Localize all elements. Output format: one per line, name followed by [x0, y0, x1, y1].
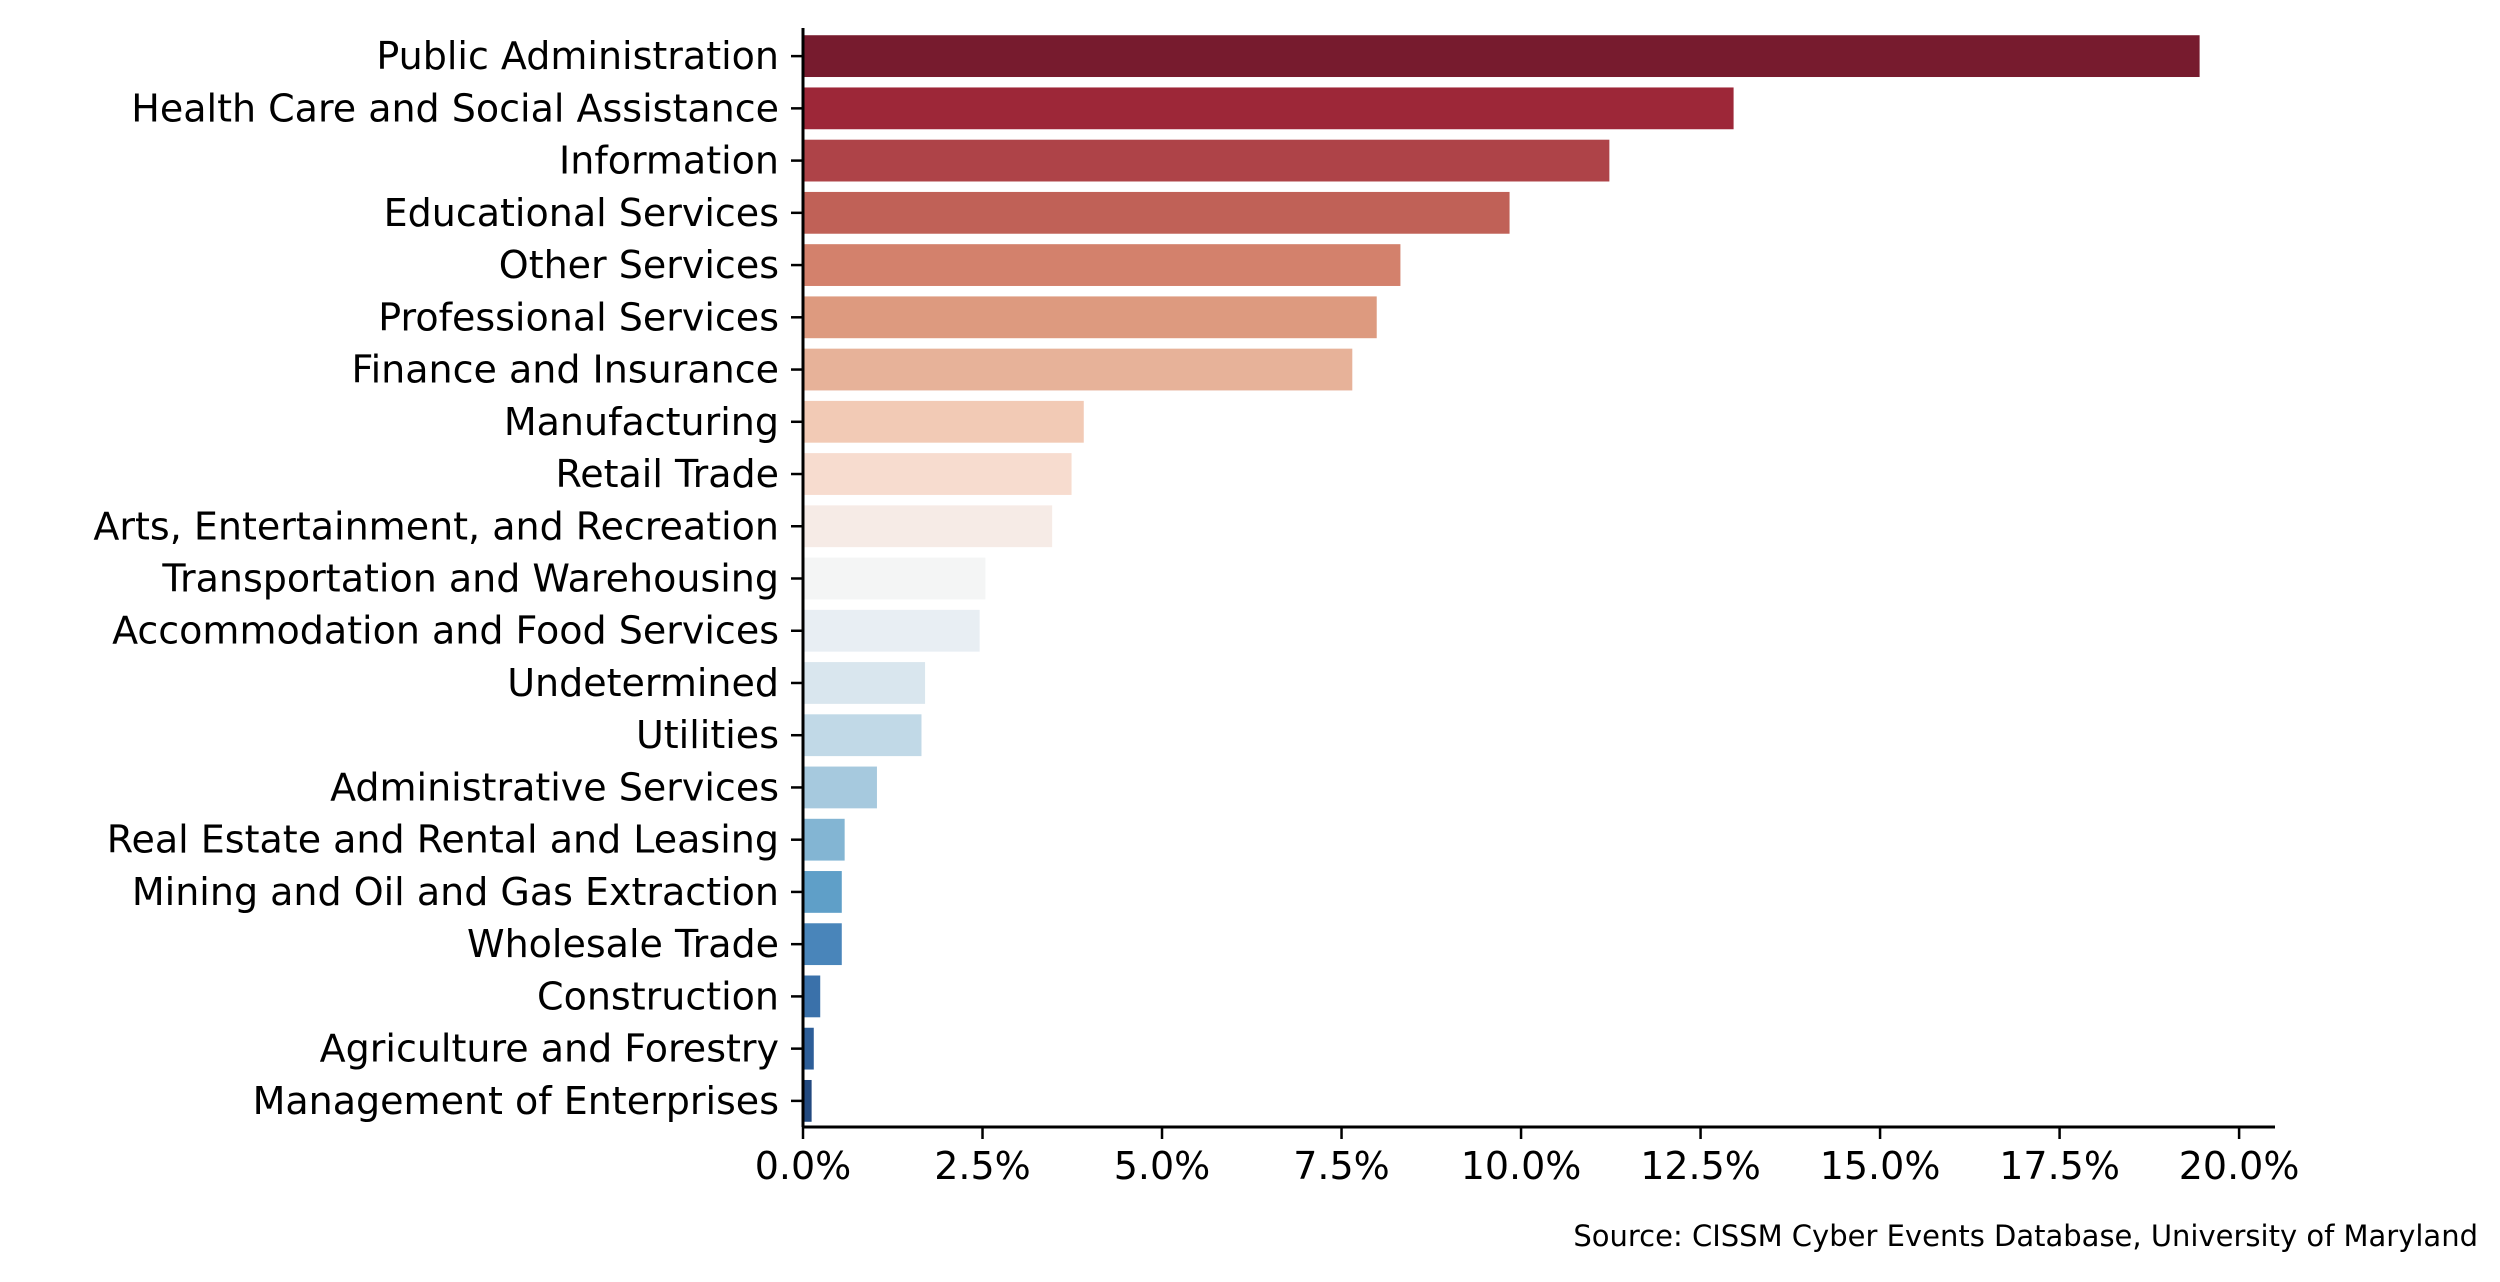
bar: [803, 453, 1072, 495]
category-label: Management of Enterprises: [253, 1079, 779, 1123]
category-label: Accommodation and Food Services: [112, 609, 779, 653]
y-ticks: [791, 54, 803, 1103]
bar: [803, 1027, 814, 1070]
source-note: Source: CISSM Cyber Events Database, Uni…: [1573, 1219, 2478, 1253]
bar: [803, 348, 1353, 391]
x-tick-label: 15.0%: [1820, 1144, 1941, 1188]
bar: [803, 139, 1610, 182]
x-tick-label: 5.0%: [1114, 1144, 1211, 1188]
category-label: Public Administration: [376, 34, 779, 78]
x-tick-label: 2.5%: [934, 1144, 1031, 1188]
category-label: Retail Trade: [556, 452, 780, 496]
bar: [803, 244, 1401, 286]
bars-group: [803, 35, 2200, 1122]
x-tick-label: 0.0%: [755, 1144, 852, 1188]
bar: [803, 87, 1734, 130]
bar: [803, 714, 922, 757]
category-label: Finance and Insurance: [352, 348, 779, 392]
category-label: Mining and Oil and Gas Extraction: [132, 870, 779, 914]
x-tick-label: 17.5%: [1999, 1144, 2120, 1188]
bar: [803, 1079, 812, 1122]
x-tick-label: 12.5%: [1640, 1144, 1761, 1188]
bar: [803, 766, 877, 809]
category-label: Agriculture and Forestry: [320, 1027, 779, 1071]
category-label: Undetermined: [507, 661, 779, 705]
category-label: Professional Services: [378, 295, 779, 339]
category-label: Real Estate and Rental and Leasing: [107, 818, 779, 862]
category-label: Arts, Entertainment, and Recreation: [93, 504, 779, 548]
category-label: Health Care and Social Assistance: [131, 86, 779, 130]
bar: [803, 400, 1084, 443]
category-label: Wholesale Trade: [467, 922, 779, 966]
x-ticks: 0.0% 2.5% 5.0% 7.5% 10.0% 12.5% 15.0% 17.5% 20.0…: [755, 1127, 2300, 1188]
bar: [803, 505, 1053, 548]
category-label: Utilities: [636, 713, 779, 757]
bar: [803, 871, 842, 913]
category-label: Transportation and Warehousing: [161, 557, 779, 601]
category-labels: Public Administration Health Care and Soc…: [93, 34, 779, 1123]
bar: [803, 975, 821, 1018]
category-label: Construction: [537, 974, 779, 1018]
x-tick-label: 10.0%: [1461, 1144, 1582, 1188]
bar: [803, 557, 986, 600]
category-label: Information: [559, 139, 779, 183]
x-tick-label: 20.0%: [2179, 1144, 2300, 1188]
bar: [803, 35, 2200, 78]
bar: [803, 818, 845, 861]
bar: [803, 662, 926, 704]
category-label: Manufacturing: [504, 400, 779, 444]
category-label: Other Services: [499, 243, 779, 287]
category-label: Educational Services: [384, 191, 779, 235]
category-label: Administrative Services: [330, 765, 779, 809]
bar: [803, 923, 842, 966]
x-tick-label: 7.5%: [1293, 1144, 1390, 1188]
bar: [803, 296, 1377, 339]
bar: [803, 609, 980, 652]
bar: [803, 191, 1510, 234]
